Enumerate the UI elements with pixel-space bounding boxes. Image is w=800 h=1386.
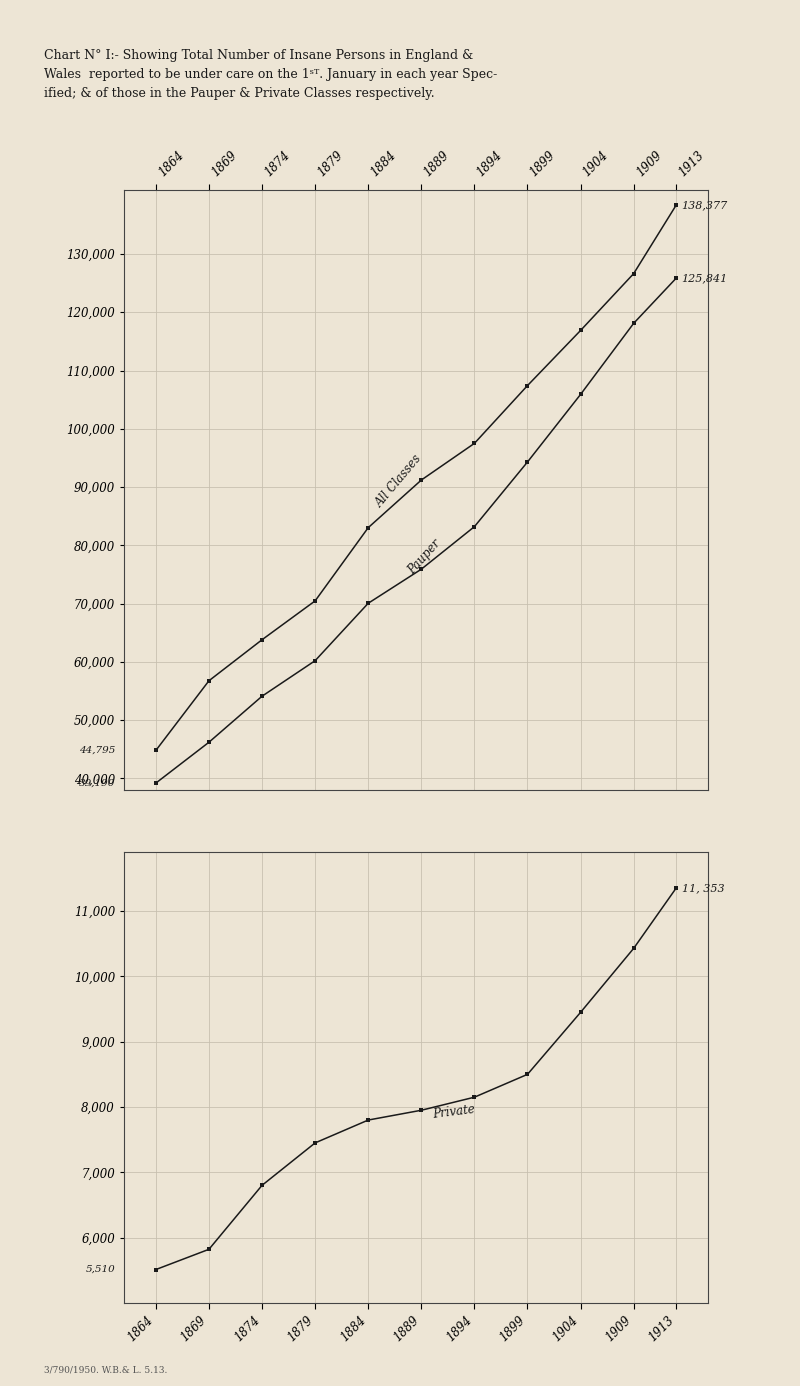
Text: Wales  reported to be under care on the 1ˢᵀ. January in each year Spec-: Wales reported to be under care on the 1… [44,68,498,80]
Text: 44,795: 44,795 [79,746,116,755]
Text: 39,190: 39,190 [79,779,116,787]
Text: 11, 353: 11, 353 [682,883,724,893]
Text: Pauper: Pauper [406,538,443,578]
Text: All Classes: All Classes [374,453,425,510]
Text: Chart N° I:- Showing Total Number of Insane Persons in England &: Chart N° I:- Showing Total Number of Ins… [44,49,474,61]
Text: 138,377: 138,377 [682,200,728,211]
Text: ified; & of those in the Pauper & Private Classes respectively.: ified; & of those in the Pauper & Privat… [44,87,434,100]
Text: 5,510: 5,510 [86,1265,116,1274]
Text: Private: Private [432,1103,476,1121]
Text: 125,841: 125,841 [682,273,728,283]
Text: 3/790/1950. W.B.& L. 5.13.: 3/790/1950. W.B.& L. 5.13. [44,1367,167,1375]
